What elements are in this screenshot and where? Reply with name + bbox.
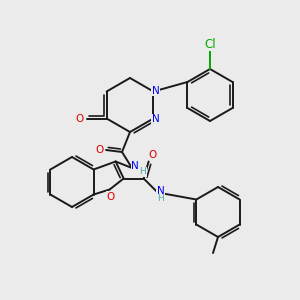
Text: O: O xyxy=(106,191,115,202)
Text: N: N xyxy=(152,85,159,95)
Text: O: O xyxy=(148,149,157,160)
Text: H: H xyxy=(157,194,164,203)
Text: O: O xyxy=(76,113,84,124)
Text: Cl: Cl xyxy=(204,38,216,50)
Text: N: N xyxy=(152,115,159,124)
Text: N: N xyxy=(157,185,164,196)
Text: H: H xyxy=(140,167,146,176)
Text: O: O xyxy=(95,145,103,155)
Text: N: N xyxy=(131,161,139,171)
